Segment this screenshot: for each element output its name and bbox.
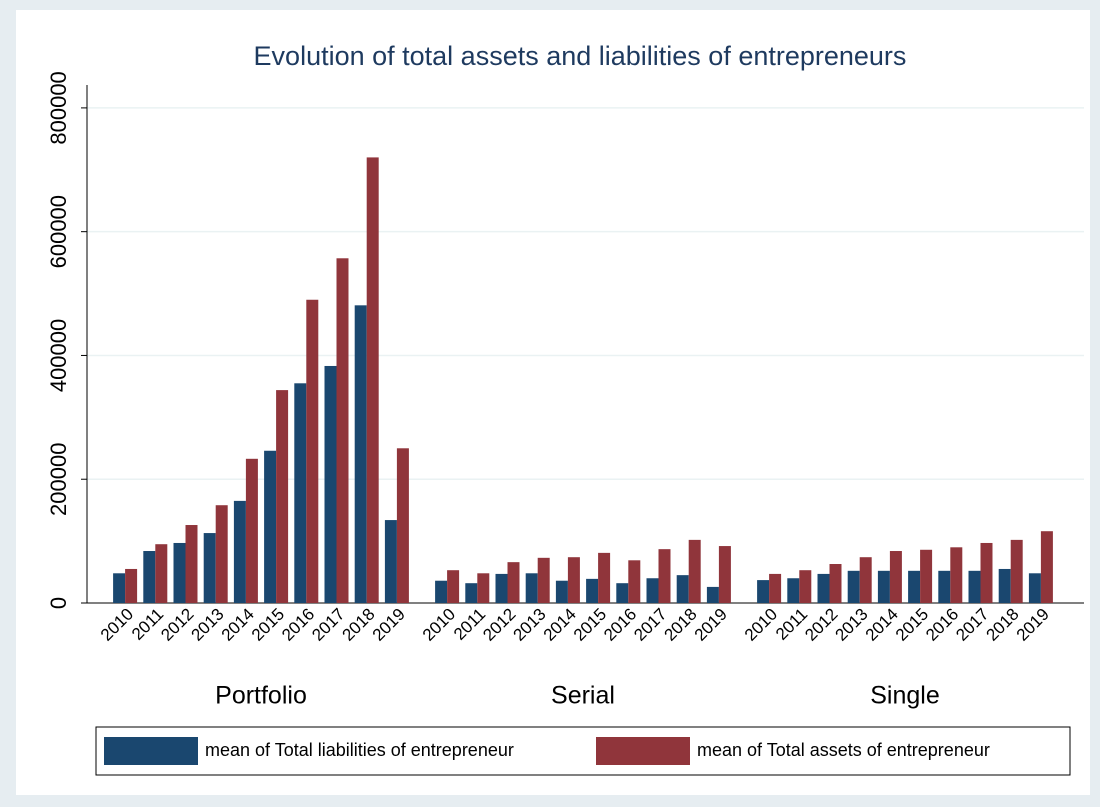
bar [215, 505, 228, 603]
bar [706, 586, 719, 603]
bar [769, 573, 782, 603]
bar [938, 570, 951, 603]
bar [1010, 539, 1023, 603]
bar [366, 157, 379, 603]
y-tick-label: 400000 [46, 319, 71, 392]
bar [628, 560, 641, 603]
bar [968, 570, 981, 603]
legend-label: mean of Total assets of entrepreneur [697, 740, 990, 760]
bar [203, 533, 216, 603]
bar [306, 299, 319, 603]
bar [799, 570, 812, 603]
legend-box [95, 726, 1071, 776]
bar [1028, 573, 1041, 603]
bar [155, 544, 168, 603]
bar [998, 568, 1011, 603]
y-tick-label: 800000 [46, 71, 71, 144]
graph-region [16, 10, 1090, 795]
bar [646, 578, 659, 603]
bar [185, 525, 198, 603]
bar [555, 580, 568, 603]
bar [688, 539, 701, 603]
bar [877, 570, 890, 603]
bar [384, 520, 397, 603]
bar [859, 557, 872, 603]
bar [125, 568, 138, 603]
bar [920, 549, 933, 603]
chart-title: Evolution of total assets and liabilitie… [254, 41, 907, 71]
bar [567, 557, 580, 603]
bar [718, 546, 731, 603]
bar [245, 458, 258, 603]
group-label: Single [870, 682, 940, 710]
bar [324, 365, 337, 603]
bar [507, 562, 520, 603]
bar [817, 573, 830, 603]
bar [447, 570, 460, 603]
bar [435, 580, 448, 603]
bar [980, 542, 993, 603]
y-tick-label: 200000 [46, 443, 71, 516]
bar [396, 448, 409, 603]
bar [598, 552, 611, 603]
group-label: Portfolio [215, 682, 307, 710]
bar [477, 573, 490, 603]
bar [829, 564, 842, 603]
bar [276, 390, 289, 603]
y-tick-label: 600000 [46, 195, 71, 268]
bar [465, 583, 478, 603]
group-label: Serial [551, 682, 615, 710]
bar [847, 570, 860, 603]
bar [336, 258, 349, 603]
y-tick-label: 0 [46, 597, 71, 609]
bar [173, 542, 186, 603]
bar [294, 383, 307, 603]
legend-swatch [596, 737, 690, 765]
bar [537, 557, 550, 603]
bar [113, 573, 126, 603]
bar [233, 500, 246, 603]
bar [889, 551, 902, 603]
bar [616, 583, 629, 603]
bar [525, 573, 538, 603]
bar [495, 573, 508, 603]
legend-label: mean of Total liabilities of entrepreneu… [205, 740, 514, 760]
bar [354, 305, 367, 603]
bar [1040, 531, 1053, 603]
bar [586, 578, 599, 603]
bar [658, 549, 671, 603]
bar [757, 580, 770, 603]
bar [950, 547, 963, 603]
bar [143, 551, 156, 603]
legend-swatch [104, 737, 198, 765]
bar [676, 575, 689, 603]
bar [908, 570, 921, 603]
bar [787, 578, 800, 603]
bar [264, 450, 277, 603]
